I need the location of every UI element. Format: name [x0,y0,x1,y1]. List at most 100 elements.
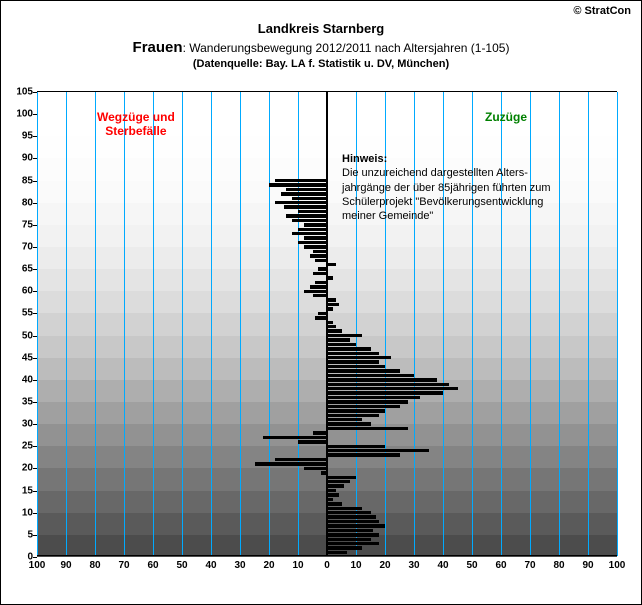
y-tick [33,513,37,514]
data-bar [327,263,336,267]
data-bar [327,533,379,537]
data-bar [327,524,385,528]
data-bar [327,445,385,449]
data-bar [327,515,376,519]
data-bar [321,471,327,475]
data-bar [327,405,400,409]
y-tick [33,313,37,314]
data-bar [327,476,356,480]
gridline [298,92,299,556]
y-tick [33,136,37,137]
data-bar [284,205,328,209]
y-tick [33,491,37,492]
data-bar [327,360,379,364]
data-bar [298,440,327,444]
data-bar [327,347,371,351]
data-bar [327,453,400,457]
y-tick [33,535,37,536]
y-tick [33,402,37,403]
data-bar [327,542,379,546]
y-tick [33,336,37,337]
title-frauen: Frauen [133,39,183,56]
gridline [124,92,125,556]
y-tick-label: 45 [11,352,33,363]
y-tick [33,380,37,381]
y-tick [33,203,37,204]
y-tick-label: 65 [11,264,33,275]
data-bar [327,325,336,329]
data-bar [327,298,336,302]
x-tick-label: 90 [60,560,71,571]
data-bar [327,387,458,391]
data-bar [327,538,371,542]
data-bar [315,259,327,263]
data-bar [313,294,328,298]
y-tick-label: 100 [11,109,33,120]
y-tick [33,225,37,226]
x-tick-label: 10 [350,560,361,571]
y-tick-label: 55 [11,308,33,319]
y-tick [33,247,37,248]
y-tick [33,446,37,447]
y-tick-label: 50 [11,330,33,341]
x-tick-label: 30 [234,560,245,571]
data-bar [327,511,371,515]
data-bar [298,210,327,214]
title-line1: Landkreis Starnberg [1,21,641,36]
y-tick-label: 0 [11,552,33,563]
data-bar [327,343,356,347]
data-bar [327,396,420,400]
hinweis-text: Hinweis: Die unzureichend dargestellten … [342,152,602,223]
y-tick-label: 15 [11,485,33,496]
x-tick-label: 70 [524,560,535,571]
x-tick-label: 80 [553,560,564,571]
data-bar [327,484,344,488]
x-tick-label: 0 [324,560,330,571]
y-tick [33,269,37,270]
data-bar [327,489,336,493]
data-bar [327,276,333,280]
gridline [66,92,67,556]
gridline [95,92,96,556]
x-tick-label: 60 [147,560,158,571]
y-tick-label: 30 [11,419,33,430]
data-bar [255,462,328,466]
x-tick-label: 50 [176,560,187,571]
data-bar [327,546,362,550]
data-bar [275,201,327,205]
data-bar [327,520,379,524]
data-bar [327,498,333,502]
data-bar [275,179,327,183]
y-tick [33,291,37,292]
y-tick-label: 90 [11,153,33,164]
data-bar [327,383,449,387]
label-wegzuege: Wegzüge und Sterbefälle [97,110,175,139]
label-zuzuege: Zuzüge [485,110,527,124]
x-tick-label: 70 [118,560,129,571]
x-tick-label: 90 [582,560,593,571]
data-bar [286,214,327,218]
data-bar [327,329,342,333]
data-bar [318,267,327,271]
y-tick-label: 105 [11,87,33,98]
title-line2: Frauen: Wanderungsbewegung 2012/2011 nac… [1,39,641,56]
data-bar [327,369,400,373]
x-tick-label: 20 [263,560,274,571]
data-bar [327,493,339,497]
data-bar [315,281,327,285]
data-bar [327,414,379,418]
data-bar [263,436,327,440]
data-bar [327,507,362,511]
x-tick-label: 30 [408,560,419,571]
y-tick-label: 10 [11,507,33,518]
copyright-label: © StratCon [573,5,631,17]
data-bar [304,223,327,227]
data-bar [275,458,327,462]
title-line3: (Datenquelle: Bay. LA f. Statistik u. DV… [1,58,641,70]
data-bar [292,197,327,201]
data-bar [313,431,328,435]
gridline [617,92,618,556]
data-bar [327,427,408,431]
chart-container: © StratCon Landkreis Starnberg Frauen: W… [0,0,642,605]
data-bar [318,312,327,316]
